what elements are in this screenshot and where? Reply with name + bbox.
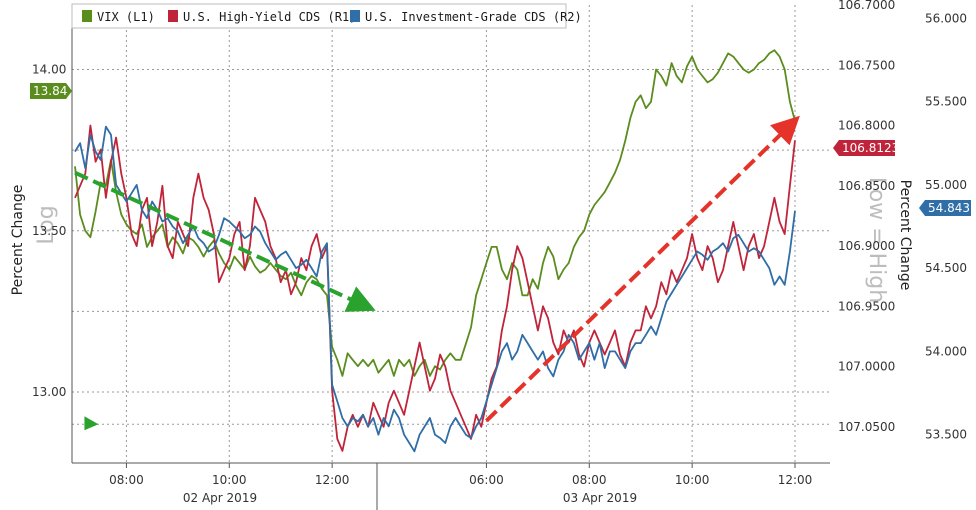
x-tick-label: 12:00 — [778, 473, 813, 487]
x-date-label: 02 Apr 2019 — [183, 491, 257, 505]
left-log-note: Log — [34, 205, 59, 244]
right2-tick-label: 55.500 — [925, 95, 967, 109]
right1-tick-label: 107.0500 — [838, 420, 895, 434]
right1-tick-label: 106.8000 — [838, 119, 895, 133]
right2-tick-label: 56.000 — [925, 11, 967, 25]
legend-entry-ig-cds: U.S. Investment-Grade CDS (R2) — [365, 10, 582, 24]
left-tick-label: 13.00 — [32, 385, 66, 399]
series-layer — [74, 49, 796, 453]
series-line-u-s-investment-grade-cds-r2 — [74, 125, 796, 453]
right1-tick-label: 106.7500 — [838, 58, 895, 72]
left-axis-ticks: 14.00 13.50 13.00 — [32, 63, 66, 400]
last-value-tags: 13.84 106.8123 54.843 — [30, 83, 971, 216]
x-tick-label: 08:00 — [109, 473, 144, 487]
x-tick-label: 08:00 — [572, 473, 607, 487]
vix-last-value-tag-bg — [30, 83, 72, 99]
series-line-vix-l1 — [74, 49, 796, 377]
legend-entry-hy-cds: U.S. High-Yield CDS (R1) — [183, 10, 356, 24]
x-axis-ticks: 08:00 10:00 12:00 06:00 08:00 10:00 12:00 02 Ap… — [109, 463, 812, 505]
hy-cds-last-value-tag: 106.8123 — [842, 141, 899, 155]
legend-swatch-hy-cds — [168, 10, 178, 22]
ig-cds-last-value-tag-bg — [919, 200, 971, 216]
right1-tick-label: 106.7000 — [838, 0, 895, 12]
annotations — [74, 115, 800, 431]
legend-swatch-vix — [82, 10, 92, 22]
right1-tick-label: 107.0000 — [838, 360, 895, 374]
small-green-marker-icon — [84, 416, 99, 431]
right2-axis-ticks: 56.000 55.500 55.000 54.500 54.000 53.500 — [925, 11, 967, 441]
right2-tick-label: 54.000 — [925, 344, 967, 358]
red-trend-arrow — [485, 115, 800, 423]
right2-tick-label: 54.500 — [925, 261, 967, 275]
right1-axis-ticks: 106.7000 106.7500 106.8000 106.8500 106.9000… — [838, 0, 895, 434]
gridlines — [72, 5, 830, 463]
right-axis-title: Percent Change — [897, 180, 913, 291]
x-tick-label: 10:00 — [212, 473, 247, 487]
legend-box — [71, 3, 567, 29]
hy-cds-last-value-tag-bg — [833, 140, 895, 156]
legend-entry-vix: VIX (L1) — [97, 10, 155, 24]
green-trend-arrow — [74, 170, 376, 312]
left-tick-label: 13.50 — [32, 224, 66, 238]
right2-tick-label: 53.500 — [925, 428, 967, 442]
right-scale-note: Low = High — [864, 177, 889, 303]
legend: VIX (L1) U.S. High-Yield CDS (R1) U.S. I… — [71, 3, 582, 29]
vix-last-value-tag: 13.84 — [33, 84, 67, 98]
left-tick-label: 14.00 — [32, 63, 66, 77]
x-date-label: 03 Apr 2019 — [563, 491, 637, 505]
x-tick-label: 12:00 — [315, 473, 350, 487]
right1-tick-label: 106.9500 — [838, 299, 895, 313]
left-axis-title: Percent Change — [10, 185, 26, 296]
ig-cds-last-value-tag: 54.843 — [928, 201, 970, 215]
right2-tick-label: 55.000 — [925, 178, 967, 192]
x-tick-label: 06:00 — [469, 473, 504, 487]
legend-swatch-ig-cds — [350, 10, 360, 22]
right1-tick-label: 106.9000 — [838, 239, 895, 253]
series-line-u-s-high-yield-cds-r1 — [74, 124, 796, 452]
right1-tick-label: 106.8500 — [838, 179, 895, 193]
x-tick-label: 10:00 — [675, 473, 710, 487]
